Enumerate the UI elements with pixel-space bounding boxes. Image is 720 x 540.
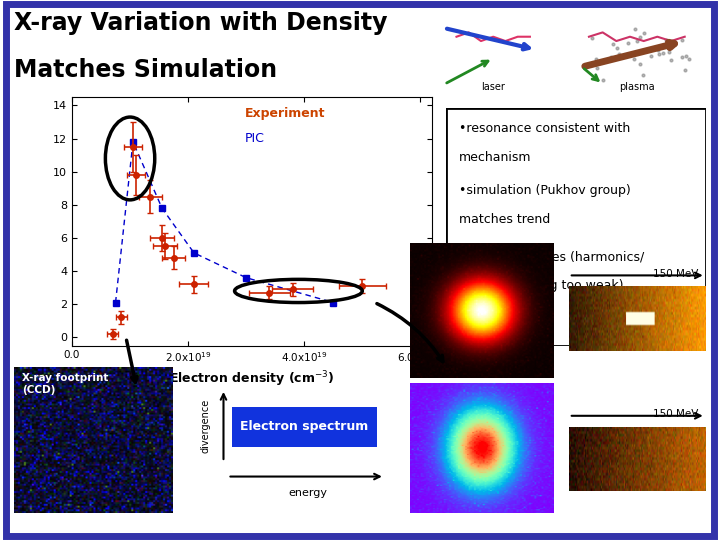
Text: •other processes (harmonics/: •other processes (harmonics/ — [459, 251, 644, 264]
Text: Electron spectrum: Electron spectrum — [240, 421, 368, 434]
Point — [677, 35, 688, 44]
Point — [629, 25, 641, 33]
Point — [634, 32, 646, 41]
Text: •simulation (Pukhov group): •simulation (Pukhov group) — [459, 184, 631, 197]
Text: X-ray Variation with Density: X-ray Variation with Density — [14, 11, 388, 35]
Text: divergence: divergence — [200, 399, 210, 453]
Point — [683, 55, 695, 64]
Point — [631, 37, 643, 45]
Point — [680, 52, 692, 60]
FancyBboxPatch shape — [446, 108, 706, 346]
Text: energy: energy — [289, 488, 328, 497]
Point — [611, 43, 622, 52]
Point — [653, 50, 665, 59]
X-axis label: Electron density (cm$^{-3}$): Electron density (cm$^{-3}$) — [169, 370, 335, 389]
Text: Experiment: Experiment — [245, 107, 325, 120]
Point — [590, 58, 602, 66]
Point — [591, 64, 603, 73]
Point — [660, 36, 672, 44]
Point — [597, 76, 608, 84]
Text: bremsstrahlung too weak): bremsstrahlung too weak) — [459, 279, 624, 292]
Text: 150 MeV: 150 MeV — [653, 269, 698, 279]
Point — [628, 55, 639, 63]
Point — [645, 52, 657, 60]
Bar — [232, 407, 377, 447]
Text: mechanism: mechanism — [459, 151, 532, 164]
Text: Matches Simulation: Matches Simulation — [14, 58, 277, 82]
Point — [657, 49, 669, 57]
Point — [677, 52, 688, 61]
Point — [607, 40, 618, 49]
Text: plasma: plasma — [619, 82, 654, 92]
Point — [613, 50, 624, 58]
Point — [586, 34, 598, 43]
Text: PIC: PIC — [245, 132, 265, 145]
Point — [605, 52, 616, 61]
Point — [634, 60, 646, 69]
Point — [663, 48, 675, 57]
Text: •resonance consistent with: •resonance consistent with — [459, 122, 631, 135]
Point — [652, 46, 663, 55]
Point — [666, 56, 678, 64]
Text: laser: laser — [481, 82, 505, 92]
Point — [637, 70, 649, 79]
Point — [622, 39, 634, 48]
Point — [679, 65, 690, 74]
Point — [639, 46, 651, 55]
Point — [590, 55, 601, 63]
Point — [639, 29, 650, 37]
Text: 150 MeV: 150 MeV — [653, 409, 698, 420]
Text: matches trend: matches trend — [459, 213, 551, 226]
Text: X-ray footprint
(CCD): X-ray footprint (CCD) — [22, 373, 109, 395]
